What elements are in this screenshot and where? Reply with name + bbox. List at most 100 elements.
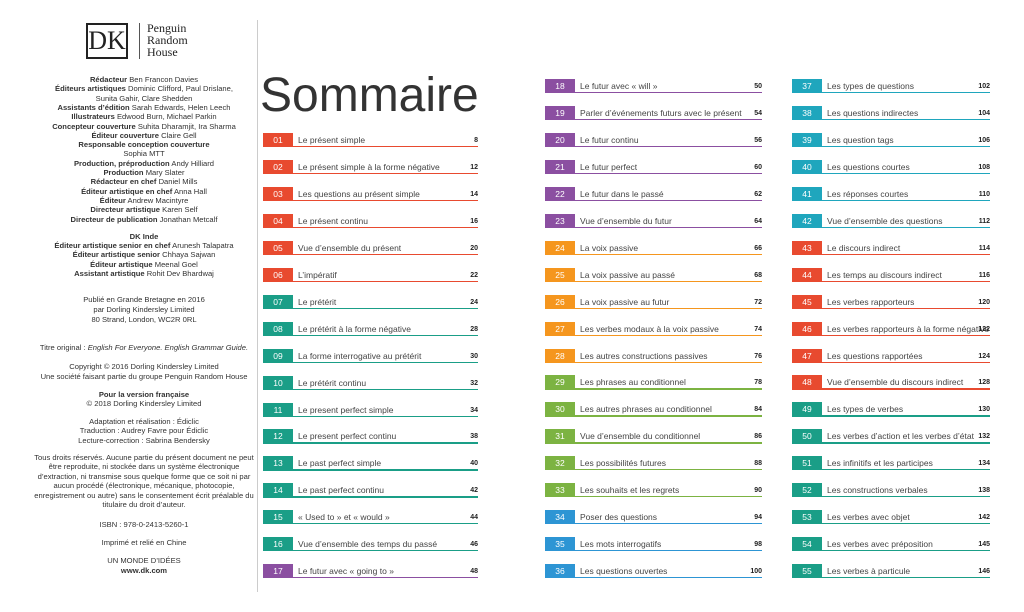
credit-line: être reproduite, ni stockée dans un syst… bbox=[30, 462, 258, 472]
entry-number: 29 bbox=[545, 375, 575, 390]
entry-page: 132 bbox=[978, 433, 990, 441]
credit-text: Rédacteur bbox=[89, 75, 128, 84]
entry-title: Les constructions verbales bbox=[827, 485, 928, 496]
entry-title: Les verbes avec préposition bbox=[827, 539, 933, 550]
credit-line: UN MONDE D’IDÉES bbox=[30, 556, 258, 566]
entry-rule bbox=[792, 118, 990, 121]
credit-text: Éditeur artistique en chef bbox=[81, 186, 173, 196]
entry-rule bbox=[545, 442, 762, 444]
credit-text: Chhaya Sajwan bbox=[162, 250, 216, 260]
credit-text: Suhita Dharamjit, Ira Sharma bbox=[137, 121, 236, 131]
credit-line: Concepteur couverture Suhita Dharamjit, … bbox=[30, 122, 258, 132]
entry-rule bbox=[545, 226, 762, 228]
credit-text: Illustrateurs bbox=[71, 112, 115, 122]
entry-number: 22 bbox=[545, 186, 575, 201]
entry-rule bbox=[263, 199, 478, 202]
entry-title: Le futur dans le passé bbox=[580, 188, 664, 199]
entry-title: Les mots interrogatifs bbox=[580, 539, 662, 550]
entry-rule bbox=[263, 146, 478, 148]
credit-text: enregistrement ou autre) sans le consent… bbox=[34, 490, 254, 500]
entry-page: 116 bbox=[978, 271, 990, 279]
entry-number: 33 bbox=[545, 483, 575, 498]
credit-line: Sunita Gahir, Clare Shedden bbox=[30, 94, 258, 104]
entry-page: 20 bbox=[470, 244, 478, 252]
credit-line: DK Inde bbox=[30, 232, 258, 242]
entry-rule bbox=[792, 92, 990, 94]
credit-text: Une société faisant partie du groupe Pen… bbox=[40, 372, 248, 381]
credit-line: Éditeur artistique Meenal Goel bbox=[30, 260, 258, 270]
credit-text: Karen Self bbox=[162, 205, 198, 215]
entry-rule bbox=[263, 226, 478, 229]
credit-line: Éditeur artistique en chef Anna Hall bbox=[30, 187, 258, 197]
entry-title: Les autres phrases au conditionnel bbox=[580, 404, 712, 415]
entry-number: 11 bbox=[263, 402, 293, 417]
entry-page: 88 bbox=[754, 460, 762, 468]
entry-number: 28 bbox=[545, 348, 575, 363]
entry-rule bbox=[545, 577, 762, 579]
entry-rule bbox=[263, 415, 478, 417]
entry-page: 54 bbox=[754, 109, 762, 117]
entry-page: 145 bbox=[978, 541, 990, 549]
entry-title: Le futur perfect bbox=[580, 161, 638, 172]
entry-number: 25 bbox=[545, 267, 575, 282]
credit-line: Une société faisant partie du groupe Pen… bbox=[30, 372, 258, 382]
entry-title: Les verbes rapporteurs à la forme négati… bbox=[827, 323, 990, 334]
publisher-line: Random bbox=[147, 33, 188, 47]
credit-text: Traduction : Audrey Favre pour Édiclic bbox=[79, 426, 209, 436]
entry-page: 102 bbox=[978, 83, 990, 90]
entry-title: Les verbes d’action et les verbes d’état bbox=[827, 431, 974, 442]
credit-text: Pour la version française bbox=[98, 390, 190, 399]
credit-text: Edwood Burn, Michael Parkin bbox=[116, 112, 217, 122]
credit-line: Production, préproduction Andy Hilliard bbox=[30, 159, 258, 169]
entry-number: 02 bbox=[263, 159, 293, 174]
credit-line: Production Mary Slater bbox=[30, 168, 258, 178]
entry-title: La forme interrogative au prétérit bbox=[298, 350, 422, 361]
entry-number: 54 bbox=[792, 537, 822, 552]
credit-text: Imprimé et relié en Chine bbox=[101, 538, 187, 547]
entry-rule bbox=[263, 577, 478, 579]
credit-line: Assistant artistique Rohit Dev Bhardwaj bbox=[30, 269, 258, 279]
entry-title: Le discours indirect bbox=[827, 242, 901, 253]
credit-text: Andrew Macintyre bbox=[127, 195, 189, 205]
entry-page: 44 bbox=[470, 514, 478, 522]
credit-text: Éditeurs artistiques bbox=[55, 84, 126, 94]
credit-line: Pour la version française bbox=[30, 390, 258, 400]
credit-line: enregistrement ou autre) sans le consent… bbox=[30, 491, 258, 501]
entry-rule bbox=[545, 172, 762, 175]
credit-text: Claire Gell bbox=[161, 130, 197, 140]
credit-line: Éditeur couverture Claire Gell bbox=[30, 131, 258, 141]
entry-title: « Used to » et « would » bbox=[298, 512, 390, 523]
credit-line: Directeur artistique Karen Self bbox=[30, 205, 258, 215]
entry-number: 55 bbox=[792, 564, 822, 579]
entry-title: Le futur avec « going to » bbox=[298, 566, 394, 577]
entry-rule bbox=[545, 307, 762, 309]
entry-number: 18 bbox=[545, 79, 575, 93]
entry-number: 39 bbox=[792, 132, 822, 147]
credit-text: aucun procédé (électronique, mécanique, … bbox=[53, 481, 235, 491]
credit-line: Rédacteur en chef Daniel Mills bbox=[30, 177, 258, 187]
credit-line: Directeur de publication Jonathan Metcal… bbox=[30, 215, 258, 225]
entry-rule bbox=[545, 496, 762, 498]
entry-rule bbox=[792, 388, 990, 390]
entry-page: 56 bbox=[754, 136, 762, 144]
entry-number: 01 bbox=[263, 133, 293, 147]
credit-text: Sophia MTT bbox=[123, 149, 165, 159]
entry-title: Les verbes rapporteurs bbox=[827, 296, 915, 307]
entry-rule bbox=[545, 361, 762, 363]
credit-line: Rédacteur Ben Francon Davies bbox=[30, 75, 258, 85]
entry-rule bbox=[792, 361, 990, 363]
entry-page: 94 bbox=[754, 514, 762, 522]
entry-rule bbox=[792, 199, 990, 201]
entry-page: 100 bbox=[750, 568, 762, 576]
entry-title: La voix passive bbox=[580, 242, 639, 253]
entry-number: 07 bbox=[263, 294, 293, 309]
credit-text: Rédacteur en chef bbox=[90, 177, 157, 187]
entry-number: 47 bbox=[792, 348, 822, 363]
entry-title: Les autres constructions passives bbox=[580, 350, 708, 361]
credit-line: Éditeur artistique senior Chhaya Sajwan bbox=[30, 250, 258, 260]
credit-text: d’extraction, ni transmise sous quelque … bbox=[37, 471, 251, 481]
credit-text: Éditeur bbox=[99, 195, 126, 205]
credit-text: Adaptation et réalisation : Édiclic bbox=[89, 417, 199, 426]
entry-page: 108 bbox=[978, 163, 990, 171]
entry-rule bbox=[263, 469, 478, 471]
